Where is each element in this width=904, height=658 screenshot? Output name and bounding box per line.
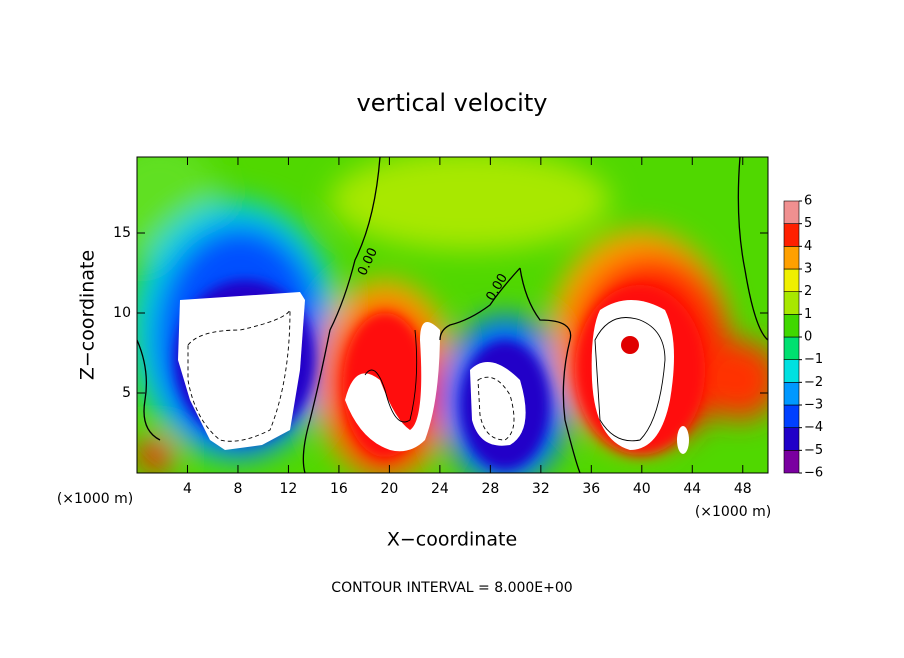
x-tick-label: 40 <box>633 481 651 497</box>
colorbar-swatch <box>783 291 800 315</box>
x-tick-label: 4 <box>183 481 192 497</box>
colorbar-swatch <box>783 404 800 428</box>
colorbar-swatch <box>783 427 800 451</box>
x-tick-label: 44 <box>683 481 701 497</box>
colorbar-swatch <box>783 314 800 338</box>
colorbar-label: 4 <box>804 239 812 254</box>
colorbar-label: −2 <box>804 375 823 390</box>
x-unit: (×1000 m) <box>57 491 133 507</box>
colorbar-swatch <box>783 223 800 247</box>
colorbar-label: −4 <box>804 420 823 435</box>
plot-frame <box>136 156 769 474</box>
chart-title: vertical velocity <box>357 89 548 117</box>
colorbar-label: 2 <box>804 284 812 299</box>
colorbar-swatch <box>783 382 800 406</box>
colorbar-label: 1 <box>804 307 812 322</box>
colorbar-swatch <box>783 200 800 224</box>
colorbar-label: −3 <box>804 398 823 413</box>
contour-lines <box>137 157 768 473</box>
x-tick-label: 28 <box>481 481 499 497</box>
colorbar-label: 5 <box>804 216 812 231</box>
x-tick-label: 8 <box>233 481 242 497</box>
colorbar-label: 3 <box>804 262 812 277</box>
contour-note: CONTOUR INTERVAL = 8.000E+00 <box>331 580 572 596</box>
colorbar-label: 0 <box>804 330 812 345</box>
colorbar-label: −6 <box>804 466 823 481</box>
x-unit: (×1000 m) <box>695 504 771 520</box>
y-tick-label: 5 <box>122 385 131 401</box>
field <box>137 157 768 473</box>
x-tick-label: 48 <box>734 481 752 497</box>
colorbar-swatch <box>783 359 800 383</box>
x-tick-label: 16 <box>330 481 348 497</box>
x-tick-label: 36 <box>582 481 600 497</box>
colorbar-label: 6 <box>804 194 812 209</box>
colorbar-swatch <box>783 336 800 360</box>
colorbar-label: −5 <box>804 443 823 458</box>
x-tick-label: 24 <box>431 481 449 497</box>
y-axis-label: Z−coordinate <box>77 250 99 380</box>
colorbar-label: −1 <box>804 352 823 367</box>
y-tick-label: 15 <box>113 225 131 241</box>
colorbar-swatch <box>783 450 800 474</box>
y-tick-label: 10 <box>113 305 131 321</box>
x-axis-label: X−coordinate <box>387 529 517 551</box>
x-tick-label: 32 <box>532 481 550 497</box>
colorbar-swatch <box>783 246 800 270</box>
x-tick-label: 12 <box>280 481 298 497</box>
x-tick-label: 20 <box>380 481 398 497</box>
colorbar-swatch <box>783 268 800 292</box>
